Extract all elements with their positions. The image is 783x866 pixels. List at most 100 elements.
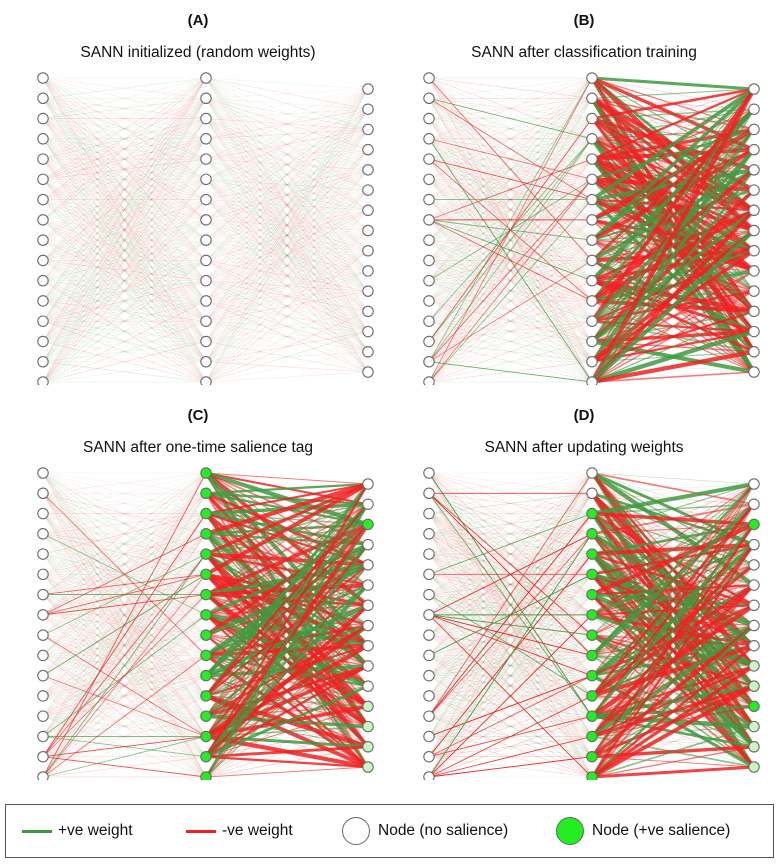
weight-edge (428, 280, 593, 383)
weight-edge (42, 513, 207, 676)
weight-edge (42, 341, 207, 383)
weight-edge (205, 108, 369, 119)
weight-edge (205, 209, 369, 261)
network-node (586, 315, 598, 327)
weight-edge (428, 138, 593, 180)
weight-edge (205, 109, 369, 322)
weight-edge (591, 584, 755, 778)
network-node (37, 771, 49, 780)
network-node (748, 83, 760, 95)
weight-edge (42, 361, 207, 383)
weight-edge (42, 138, 207, 180)
weight-edge (205, 97, 369, 110)
weight-edge (42, 219, 207, 342)
weight-edge (205, 189, 369, 261)
network-node (748, 538, 760, 551)
network-node (748, 680, 760, 692)
weight-edge (428, 513, 593, 555)
weight-edge (591, 644, 755, 778)
weight-edge (205, 219, 369, 292)
weight-edge (205, 179, 369, 292)
weight-edge (205, 260, 369, 332)
network-node (37, 153, 49, 165)
weight-edge (205, 138, 369, 150)
weight-edge (42, 199, 207, 261)
weight-edge (591, 483, 755, 737)
network-node (200, 335, 212, 348)
weight-edge (428, 98, 593, 200)
weight-edge (428, 533, 593, 676)
weight-edge (42, 260, 207, 322)
weight-edge (591, 108, 755, 383)
weight-edge (428, 260, 593, 383)
weight-edge (205, 88, 369, 261)
weight-edge (205, 300, 369, 332)
network-node (37, 609, 49, 621)
weight-edge (591, 504, 755, 737)
network-node (362, 143, 374, 156)
weight-edge (205, 250, 369, 281)
weight-edge (42, 239, 207, 383)
network-node (37, 72, 49, 84)
weight-edge (42, 533, 207, 697)
weight-edge (42, 219, 207, 362)
weight-edge (205, 108, 369, 200)
weight-edge (42, 715, 207, 778)
network-node (586, 153, 598, 165)
weight-edge (42, 118, 207, 362)
weight-edge (428, 492, 593, 575)
weight-edge (428, 655, 593, 778)
weight-edge (205, 341, 369, 353)
weight-edge (428, 98, 593, 322)
weight-edge (205, 524, 369, 778)
network-node (362, 346, 374, 358)
weight-edge (205, 77, 369, 312)
weight-edge (42, 179, 207, 302)
network-node (423, 214, 435, 226)
network-node (586, 335, 598, 348)
weight-edge (42, 158, 207, 362)
weight-edge (42, 138, 207, 261)
network-node (423, 335, 435, 348)
network-node (37, 112, 49, 125)
weight-edge (42, 158, 207, 200)
weight-edge (42, 77, 207, 362)
weight-edge (205, 149, 369, 362)
weight-edge (42, 533, 207, 555)
weight-edge (42, 179, 207, 281)
node-no-salience-swatch (342, 817, 370, 845)
network-node (423, 568, 435, 581)
weight-edge (205, 210, 369, 362)
weight-edge (42, 280, 207, 302)
network-node (423, 153, 435, 165)
weight-edge (42, 492, 207, 575)
weight-edge (42, 138, 207, 383)
weight-edge (428, 574, 593, 636)
weight-edge (205, 129, 369, 342)
weight-edge (205, 199, 369, 292)
weight-edge (205, 482, 369, 515)
weight-edge (205, 250, 369, 261)
weight-edge (205, 98, 369, 272)
weight-edge (42, 219, 207, 261)
weight-edge (428, 472, 593, 514)
weight-edge (42, 118, 207, 200)
weight-edge (428, 280, 593, 322)
network-node (37, 254, 49, 267)
weight-edge (428, 493, 593, 757)
weight-edge (42, 158, 207, 180)
network-node (586, 649, 598, 662)
weight-edge (428, 138, 593, 342)
weight-edge (42, 472, 207, 616)
weight-edge (42, 300, 207, 363)
weight-edge (42, 493, 207, 778)
weight-edge (205, 169, 369, 241)
network-node (586, 669, 598, 682)
weight-edge (42, 239, 207, 281)
network-node (423, 507, 435, 520)
weight-edge (42, 280, 207, 302)
weight-edge (42, 219, 207, 383)
weight-edge (205, 98, 369, 373)
weight-edge (42, 158, 207, 383)
weight-edge (42, 513, 207, 697)
